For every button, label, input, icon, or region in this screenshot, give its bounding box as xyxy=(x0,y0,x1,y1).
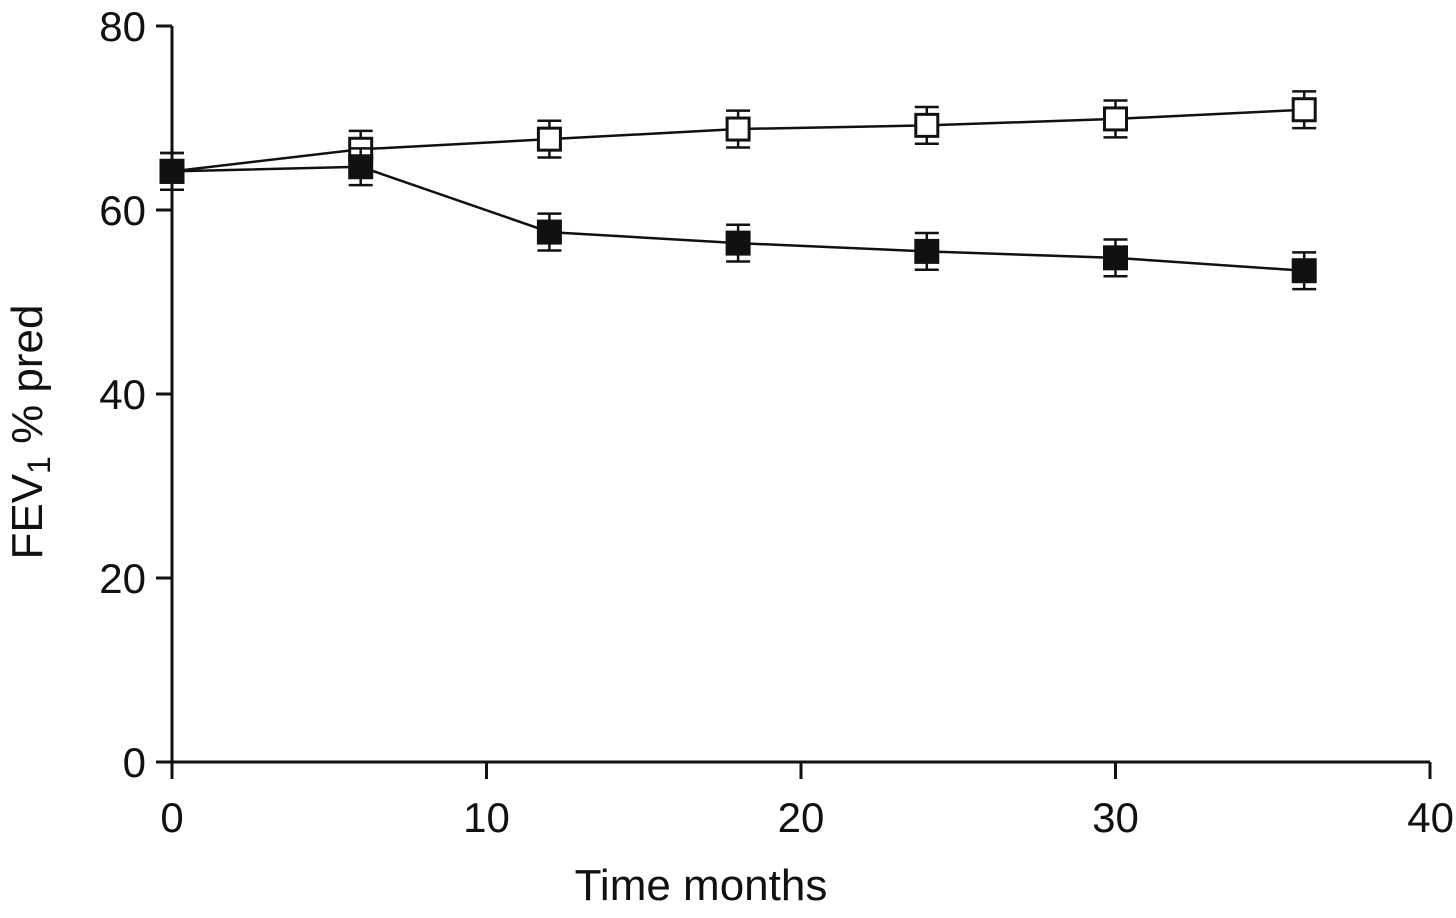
y-tick-label: 20 xyxy=(99,555,146,602)
y-axis-ticks: 0 20 40 60 80 xyxy=(99,3,172,786)
y-tick-label: 60 xyxy=(99,187,146,234)
x-tick-label: 30 xyxy=(1092,794,1139,841)
series-1-points xyxy=(159,90,1317,192)
filled-square-marker xyxy=(536,219,562,245)
x-axis-title: Time months xyxy=(575,861,828,910)
open-square-marker xyxy=(914,112,940,138)
series-layer xyxy=(159,90,1317,291)
filled-square-marker xyxy=(159,158,185,184)
open-square-marker xyxy=(536,126,562,152)
y-axis-title-main: FEV xyxy=(3,473,52,559)
y-axis-title: FEV1 % pred xyxy=(3,304,57,559)
filled-square-marker xyxy=(1103,245,1128,271)
y-tick-label: 80 xyxy=(99,3,146,50)
open-square-marker xyxy=(725,116,751,142)
x-tick-label: 10 xyxy=(463,794,510,841)
y-tick-label: 40 xyxy=(99,371,146,418)
x-axis-ticks: 0 10 20 30 40 xyxy=(160,762,1454,841)
x-tick-label: 0 xyxy=(160,794,183,841)
filled-square-marker xyxy=(914,238,940,264)
filled-square-marker xyxy=(725,230,751,256)
filled-square-marker xyxy=(1291,258,1317,284)
open-square-marker xyxy=(1103,106,1128,132)
y-tick-label: 0 xyxy=(123,739,146,786)
y-axis-title-subscript: 1 xyxy=(21,456,57,474)
y-axis-title-suffix: % pred xyxy=(3,304,52,456)
x-tick-label: 20 xyxy=(778,794,825,841)
axes xyxy=(156,26,1430,764)
open-square-marker xyxy=(1291,97,1317,123)
series-2-points xyxy=(159,147,1317,291)
filled-square-marker xyxy=(348,154,374,180)
x-tick-label: 40 xyxy=(1407,794,1454,841)
